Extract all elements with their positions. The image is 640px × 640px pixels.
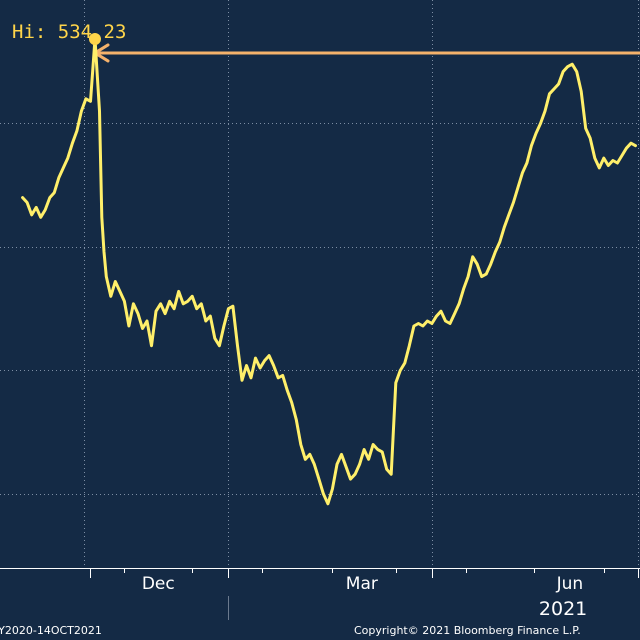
hi-annotation [93, 43, 640, 63]
gridlines [0, 0, 640, 568]
copyright-text: Copyright© 2021 Bloomberg Finance L.P. [354, 624, 581, 637]
hi-point-marker [88, 32, 101, 45]
date-range-text: MAY2020-14OCT2021 [0, 624, 102, 637]
year-label: 2021 [539, 598, 587, 620]
x-tick-label: Dec [142, 574, 175, 594]
x-axis: Dec Mar Jun 2021 [0, 568, 640, 620]
hi-label: Hi: 534.23 [12, 21, 126, 43]
price-series-line [21, 37, 637, 506]
x-tick-label: Mar [346, 574, 378, 594]
x-tick-label: Jun [556, 574, 584, 594]
